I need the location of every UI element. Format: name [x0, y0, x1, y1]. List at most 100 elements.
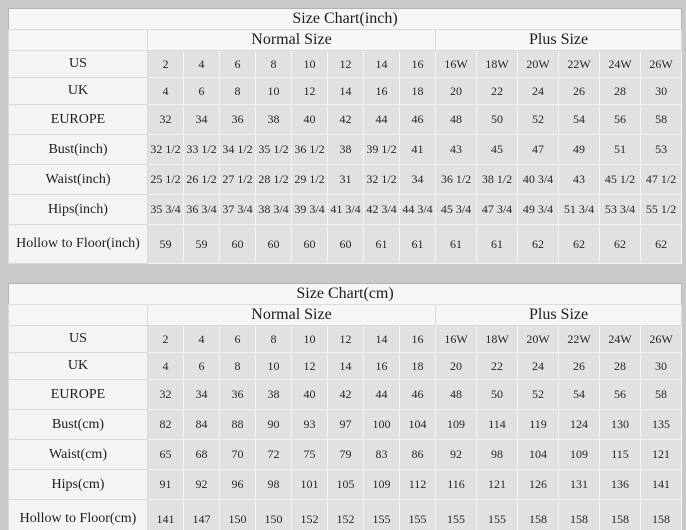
size-cell: 50: [476, 104, 518, 135]
size-cell: 42 3/4: [363, 194, 400, 225]
size-cell: 6: [219, 325, 256, 353]
size-cell: 14: [327, 77, 364, 105]
size-cell: 10: [255, 77, 292, 105]
size-cell: 158: [599, 499, 641, 530]
size-cell: 8: [255, 50, 292, 78]
size-cell: 114: [476, 409, 518, 440]
size-cell: 25 1/2: [147, 164, 184, 195]
table-row: US 2 4 6 8 10 12 14 16 16W 18W 20W 22W 24W 26W: [8, 50, 683, 78]
size-cell: 40: [291, 104, 328, 135]
size-cell: 47 1/2: [639, 164, 683, 195]
size-cell: 104: [517, 439, 559, 470]
size-cell: 4: [147, 77, 184, 105]
size-cell: 155: [363, 499, 400, 530]
size-cell: 41: [399, 134, 436, 165]
size-cell: 158: [558, 499, 600, 530]
size-cell: 4: [183, 50, 220, 78]
size-cell: 61: [476, 224, 518, 264]
size-cell: 26: [558, 352, 600, 380]
size-cell: 47: [517, 134, 559, 165]
row-label: US: [8, 50, 148, 78]
size-cell: 58: [639, 379, 683, 410]
size-cell: 49 3/4: [517, 194, 559, 225]
size-cell: 54: [558, 104, 600, 135]
size-cell: 12: [327, 50, 364, 78]
size-cell: 119: [517, 409, 559, 440]
size-cell: 47 3/4: [476, 194, 518, 225]
size-cell: 48: [435, 104, 477, 135]
table-row: Bust(cm) 82 84 88 90 93 97 100 104 109 114 119 124 13…: [8, 409, 683, 440]
size-cell: 2: [147, 325, 184, 353]
size-cell: 28: [599, 77, 641, 105]
size-cell: 52: [517, 104, 559, 135]
size-cell: 56: [599, 379, 641, 410]
size-cell: 40 3/4: [517, 164, 559, 195]
size-cell: 38: [255, 104, 292, 135]
size-cell: 18W: [476, 325, 518, 353]
size-cell: 16: [363, 352, 400, 380]
size-cell: 6: [183, 352, 220, 380]
size-cell: 72: [255, 439, 292, 470]
size-cell: 24: [517, 352, 559, 380]
row-label: Hips(inch): [8, 194, 148, 225]
size-cell: 8: [255, 325, 292, 353]
table-row: EUROPE 32 34 36 38 40 42 44 46 48 50 52 54 56 58: [8, 104, 683, 135]
size-chart-inch-table: Size Chart(inch) Normal Size Plus Size U…: [8, 8, 683, 264]
size-cell: 100: [363, 409, 400, 440]
size-cell: 152: [291, 499, 328, 530]
size-cell: 14: [327, 352, 364, 380]
size-cell: 12: [291, 352, 328, 380]
size-cell: 61: [399, 224, 436, 264]
size-cell: 109: [558, 439, 600, 470]
size-cell: 39 1/2: [363, 134, 400, 165]
table-body: US 2 4 6 8 10 12 14 16 16W 18W 20W 22W 24W 26W UK 4 6 8 10 1…: [8, 325, 683, 530]
table-row: Hollow to Floor(cm) 141 147 150 150 152 152 155…: [8, 499, 683, 530]
size-cell: 32: [147, 379, 184, 410]
size-cell: 136: [599, 469, 641, 500]
size-cell: 90: [255, 409, 292, 440]
size-cell: 61: [435, 224, 477, 264]
size-cell: 98: [255, 469, 292, 500]
size-cell: 56: [599, 104, 641, 135]
size-cell: 93: [291, 409, 328, 440]
size-cell: 112: [399, 469, 436, 500]
size-cell: 20: [435, 77, 477, 105]
size-cell: 88: [219, 409, 256, 440]
size-cell: 51: [599, 134, 641, 165]
size-cell: 12: [291, 77, 328, 105]
size-cell: 36: [219, 104, 256, 135]
row-label: UK: [8, 352, 148, 380]
size-cell: 62: [599, 224, 641, 264]
size-cell: 18: [399, 77, 436, 105]
size-cell: 62: [639, 224, 683, 264]
size-cell: 42: [327, 104, 364, 135]
size-cell: 97: [327, 409, 364, 440]
size-cell: 20W: [517, 325, 559, 353]
size-cell: 60: [291, 224, 328, 264]
size-cell: 141: [639, 469, 683, 500]
size-cell: 40: [291, 379, 328, 410]
size-cell: 38 1/2: [476, 164, 518, 195]
size-cell: 8: [219, 352, 256, 380]
table-row: Waist(cm) 65 68 70 72 75 79 83 86 92 98 104 109 115 12…: [8, 439, 683, 470]
size-cell: 105: [327, 469, 364, 500]
size-chart-cm-table: Size Chart(cm) Normal Size Plus Size US 2…: [8, 283, 683, 530]
size-cell: 26: [558, 77, 600, 105]
size-cell: 59: [183, 224, 220, 264]
size-cell: 34: [183, 379, 220, 410]
size-cell: 130: [599, 409, 641, 440]
size-cell: 20: [435, 352, 477, 380]
size-cell: 44 3/4: [399, 194, 436, 225]
size-cell: 82: [147, 409, 184, 440]
size-cell: 33 1/2: [183, 134, 220, 165]
size-cell: 35 1/2: [255, 134, 292, 165]
size-cell: 14: [363, 325, 400, 353]
size-cell: 16: [363, 77, 400, 105]
size-cell: 131: [558, 469, 600, 500]
size-cell: 38: [255, 379, 292, 410]
size-cell: 32 1/2: [147, 134, 184, 165]
size-cell: 22: [476, 77, 518, 105]
size-cell: 104: [399, 409, 436, 440]
size-cell: 45 1/2: [599, 164, 641, 195]
